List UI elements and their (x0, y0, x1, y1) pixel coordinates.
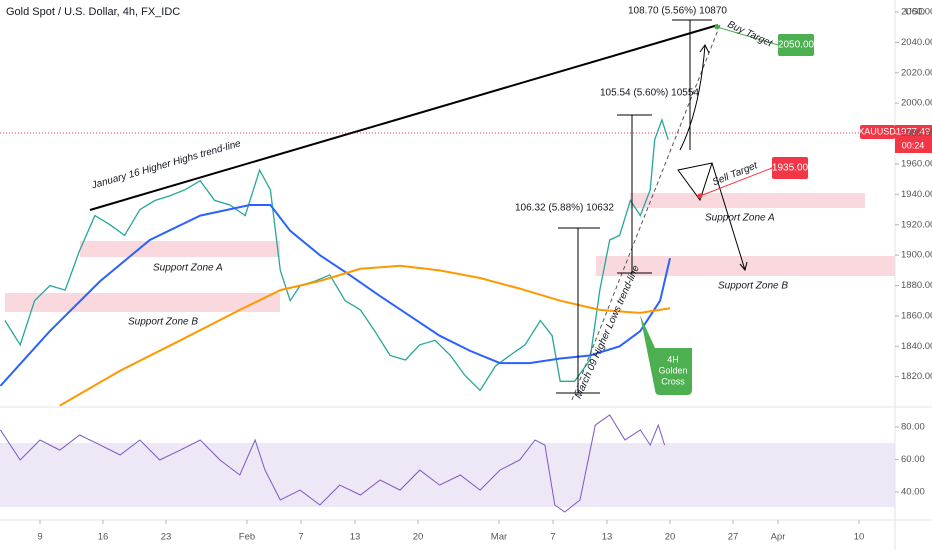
x-tick-label: Feb (239, 532, 255, 543)
x-tick-label: 9 (37, 532, 42, 543)
label-box (772, 157, 808, 179)
y-tick-label: 1880.00 (901, 280, 932, 291)
zone (80, 241, 280, 257)
series-layer (0, 117, 671, 513)
trend-line (89, 24, 719, 211)
y-tick-label: 1940.00 (901, 189, 932, 200)
series-line (0, 204, 671, 387)
x-tick-label: Mar (491, 532, 507, 543)
annotation: 4H (667, 354, 679, 364)
y-tick-label: 1860.00 (901, 310, 932, 321)
series-line (4, 117, 669, 392)
label-box (778, 34, 814, 56)
y-tick-label: 1980.00 (901, 128, 932, 139)
y-tick-label: 60.00 (901, 454, 925, 465)
annotation: Support Zone A (153, 263, 223, 274)
rsi-band (0, 443, 895, 507)
annotation: Support Zone A (705, 213, 775, 224)
y-tick-label: 2040.00 (901, 37, 932, 48)
zone (630, 193, 865, 208)
x-tick-label: 20 (665, 532, 676, 543)
y-tick-label: 2060.00 (901, 7, 932, 18)
y-tick-label: 1900.00 (901, 250, 932, 261)
x-tick-label: 16 (98, 532, 109, 543)
y-tick-label: 1820.00 (901, 371, 932, 382)
x-tick-label: 23 (161, 532, 172, 543)
annotation: Support Zone B (718, 281, 788, 292)
x-tick-label: Apr (771, 532, 786, 543)
connector (699, 167, 773, 197)
annotation: 106.32 (5.88%) 10632 (515, 203, 614, 214)
unit: USD (905, 7, 925, 18)
annotation: Cross (661, 376, 685, 386)
series-line (0, 414, 666, 513)
x-tick-label: 27 (728, 532, 739, 543)
symbol: XAUUSD (858, 126, 896, 136)
y-tick-label: 1920.00 (901, 219, 932, 230)
y-tick-label: 40.00 (901, 487, 925, 498)
measures (556, 19, 748, 394)
chart-title: Gold Spot / U.S. Dollar, 4h, FX_IDC (6, 6, 180, 18)
x-tick-label: 20 (413, 532, 424, 543)
zone (5, 293, 280, 312)
price-label: 2050.00 (778, 40, 815, 51)
annotation: Support Zone B (128, 317, 198, 328)
annotation: Golden (658, 365, 687, 375)
countdown: 00:24 (902, 140, 925, 150)
dot (714, 24, 720, 30)
x-tick-label: 13 (350, 532, 361, 543)
x-tick-label: 7 (550, 532, 555, 543)
x-tick-label: 13 (602, 532, 613, 543)
symbol-box (860, 125, 895, 139)
x-tick-label: 7 (298, 532, 303, 543)
y-tick-label: 1840.00 (901, 341, 932, 352)
callout (640, 315, 692, 395)
y-tick-label: 2020.00 (901, 67, 932, 78)
x-tick-label: 10 (854, 532, 865, 543)
y-tick-label: 80.00 (901, 422, 925, 433)
dot (697, 193, 703, 199)
annotation: 105.54 (5.60%) 10554 (600, 88, 699, 99)
y-tick-label: 1960.00 (901, 158, 932, 169)
series-line (59, 264, 671, 407)
annotation: 108.70 (5.56%) 10870 (628, 6, 727, 17)
price-label: 1935.00 (772, 163, 809, 174)
y-tick-label: 2000.00 (901, 98, 932, 109)
last-price: 1977.49 (896, 127, 930, 138)
price-box (895, 125, 932, 153)
connector (716, 26, 779, 46)
